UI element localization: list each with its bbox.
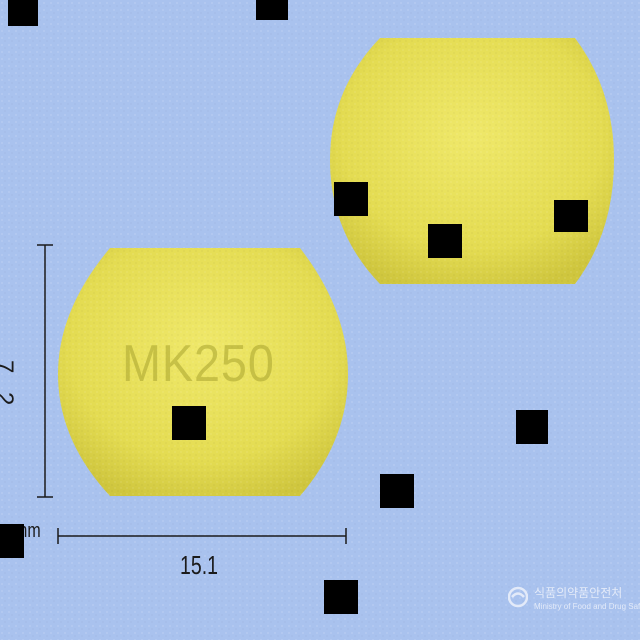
occlusion-square bbox=[324, 580, 358, 614]
occlusion-square bbox=[172, 406, 206, 440]
pill-front bbox=[58, 248, 348, 496]
width-measurement: 15.1 bbox=[180, 550, 218, 580]
pill-imprint: MK250 bbox=[122, 335, 275, 393]
occlusion-square bbox=[334, 182, 368, 216]
height-measurement: 7.2 bbox=[0, 360, 18, 412]
occlusion-square bbox=[256, 0, 288, 20]
width-dimension-line bbox=[57, 528, 347, 544]
agency-name-korean: 식품의약품안전처 bbox=[534, 586, 623, 600]
occlusion-square bbox=[428, 224, 462, 258]
occlusion-square bbox=[8, 0, 38, 26]
agency-watermark: 식품의약품안전처 Ministry of Food and Drug Safet… bbox=[508, 582, 640, 622]
agency-name-english: Ministry of Food and Drug Safety bbox=[534, 602, 640, 611]
occlusion-square bbox=[0, 524, 24, 558]
occlusion-square bbox=[554, 200, 588, 232]
government-emblem-icon bbox=[508, 586, 528, 608]
occlusion-square bbox=[380, 474, 414, 508]
occlusion-square bbox=[516, 410, 548, 444]
height-dimension-line bbox=[37, 244, 53, 498]
pill-back bbox=[330, 38, 614, 284]
